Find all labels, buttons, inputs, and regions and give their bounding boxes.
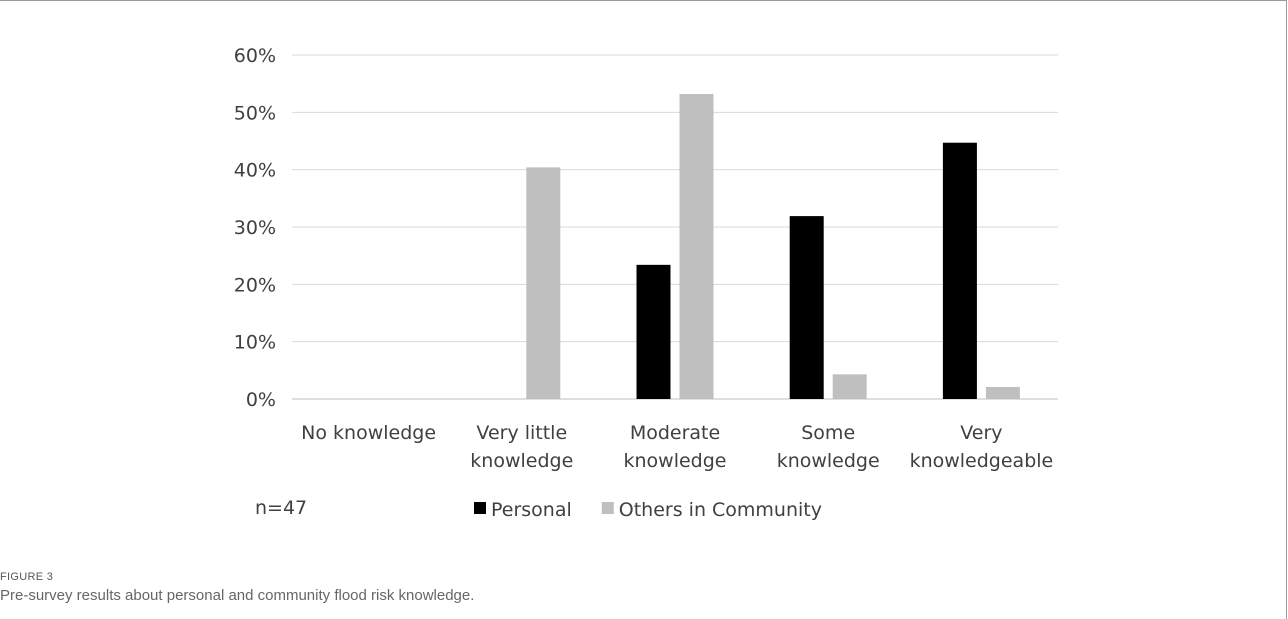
y-tick-label: 30% xyxy=(234,217,276,239)
figure-label: FIGURE 3 xyxy=(0,571,54,583)
figure-caption: Pre-survey results about personal and co… xyxy=(0,587,475,604)
x-tick-label: Some knowledge xyxy=(777,422,880,472)
bar-personal xyxy=(942,142,977,399)
legend-swatch xyxy=(474,502,486,514)
bar-others-in-community xyxy=(526,167,561,399)
x-tick-label: Very little knowledge xyxy=(470,422,573,472)
bar-personal xyxy=(636,264,671,399)
bar-others-in-community xyxy=(832,374,867,399)
x-tick-label: Very knowledgeable xyxy=(910,422,1054,472)
legend-label: Personal xyxy=(491,499,572,521)
y-tick-label: 10% xyxy=(234,332,276,354)
x-tick-label: Moderate knowledge xyxy=(624,422,727,472)
y-tick-label: 0% xyxy=(246,389,276,411)
y-tick-label: 50% xyxy=(234,102,276,124)
bar-chart: 0% 10% 20% 30% 40% 50% 60% No knowledge Very lit… xyxy=(234,45,1058,521)
y-tick-label: 60% xyxy=(234,45,276,67)
legend-swatch xyxy=(601,502,614,514)
y-tick-label: 40% xyxy=(234,160,276,182)
x-tick-label: No knowledge xyxy=(301,422,436,444)
sample-size-note: n=47 xyxy=(255,497,307,519)
legend-label: Others in Community xyxy=(619,499,822,521)
y-tick-label: 20% xyxy=(234,274,276,296)
bar-others-in-community xyxy=(679,93,714,399)
bar-others-in-community xyxy=(985,386,1020,399)
bar-personal xyxy=(789,216,824,399)
